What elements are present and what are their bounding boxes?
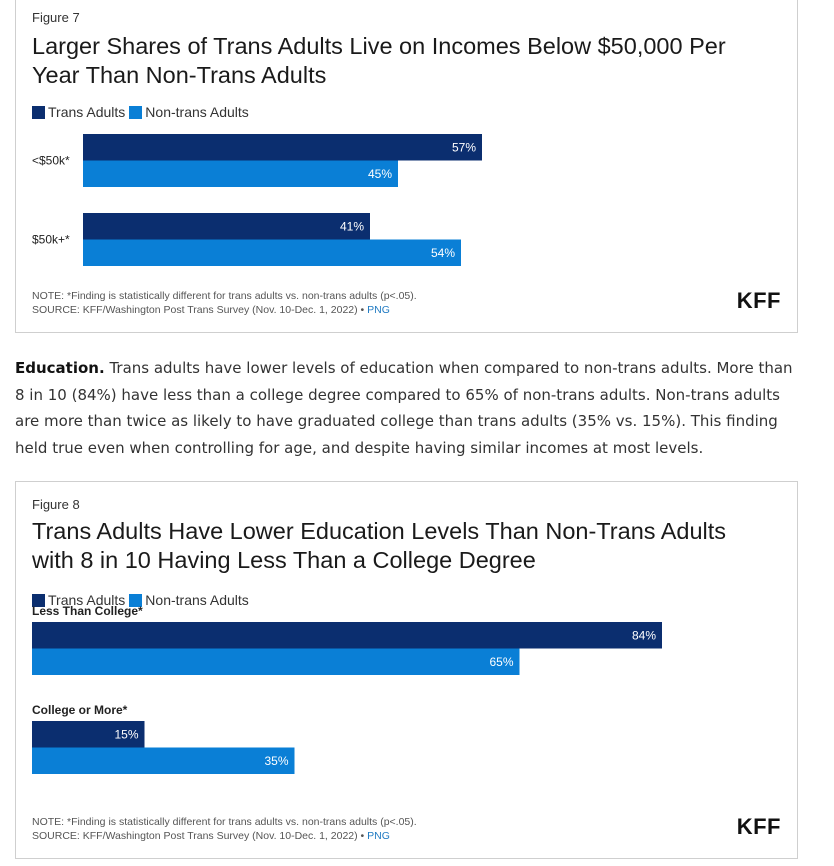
bar [83, 160, 398, 187]
chart-notes: NOTE: *Finding is statistically differen… [32, 289, 417, 317]
data-label: 35% [264, 754, 288, 768]
data-label: 45% [368, 167, 392, 181]
chart-svg: Less Than College* 84% 65% College or More*… [32, 604, 662, 774]
figure-title: Trans Adults Have Lower Education Levels… [32, 518, 727, 573]
bar [32, 648, 520, 675]
education-paragraph: Education. Trans adults have lower level… [15, 355, 805, 461]
legend-swatch-trans [32, 593, 45, 607]
data-label: 57% [452, 140, 476, 154]
bar [83, 134, 482, 161]
category-label: $50k+* [32, 233, 70, 247]
kff-logo: KFF [736, 288, 781, 313]
data-label: 41% [340, 219, 364, 233]
legend-swatch-nontrans [129, 593, 143, 607]
paragraph-text: Trans adults have lower levels of educat… [15, 359, 793, 457]
legend-item-nontrans: Non-trans Adults [129, 104, 249, 120]
png-link[interactable]: PNG [367, 830, 390, 842]
paragraph-lead: Education. [15, 359, 105, 377]
source-text: SOURCE: KFF/Washington Post Trans Survey… [32, 830, 365, 842]
legend-swatch-nontrans [129, 105, 143, 119]
data-label: 65% [489, 655, 513, 669]
category-label: Less Than College* [32, 604, 143, 618]
png-link[interactable]: PNG [367, 304, 390, 316]
figure-8: Figure 8 Trans Adults Have Lower Educati… [15, 481, 798, 859]
chart-svg: <$50k* 57% 45% $50k+* 41% 54% [32, 134, 482, 266]
figure-label: Figure 7 [32, 10, 80, 25]
chart-plot: <$50k* 57% 45% $50k+* 41% 54% [16, 134, 796, 274]
legend-item-nontrans: Non-trans Adults [129, 592, 249, 608]
chart-plot: Less Than College* 84% 65% College or More*… [16, 604, 796, 798]
note-text: NOTE: *Finding is statistically differen… [32, 816, 417, 828]
bar [32, 622, 662, 649]
legend-label-nontrans: Non-trans Adults [145, 592, 249, 608]
source-text: SOURCE: KFF/Washington Post Trans Survey… [32, 304, 365, 316]
legend-item-trans: Trans Adults [32, 592, 125, 608]
legend-swatch-trans [32, 105, 45, 119]
category-label: <$50k* [32, 154, 70, 168]
figure-title: Larger Shares of Trans Adults Live on In… [32, 33, 726, 88]
legend: Trans Adults Non-trans Adults [32, 592, 253, 608]
legend-label-trans: Trans Adults [48, 104, 126, 120]
bar [32, 747, 295, 774]
figure-label: Figure 8 [32, 497, 80, 512]
chart-notes: NOTE: *Finding is statistically differen… [32, 815, 417, 843]
legend-label-nontrans: Non-trans Adults [145, 104, 249, 120]
bar [83, 213, 370, 240]
legend-item-trans: Trans Adults [32, 104, 125, 120]
category-label: College or More* [32, 703, 128, 717]
data-label: 84% [632, 628, 656, 642]
note-text: NOTE: *Finding is statistically differen… [32, 290, 417, 302]
figure-7: Figure 7 Larger Shares of Trans Adults L… [15, 0, 798, 333]
data-label: 15% [114, 727, 138, 741]
kff-logo: KFF [736, 814, 781, 839]
source-line: SOURCE: KFF/Washington Post Trans Survey… [32, 829, 417, 843]
data-label: 54% [431, 246, 455, 260]
bar [32, 721, 145, 748]
bar [83, 239, 461, 266]
source-line: SOURCE: KFF/Washington Post Trans Survey… [32, 303, 417, 317]
legend: Trans Adults Non-trans Adults [32, 104, 253, 120]
legend-label-trans: Trans Adults [48, 592, 126, 608]
